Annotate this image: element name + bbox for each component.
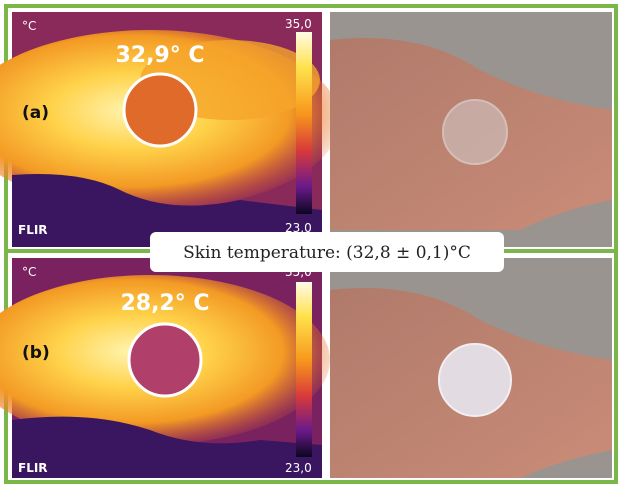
spot-temperature: 32,9° C bbox=[115, 43, 204, 68]
photo-a bbox=[330, 12, 612, 247]
spot-temperature: 28,2° C bbox=[120, 291, 209, 316]
scale-min: 23,0 bbox=[285, 221, 312, 235]
scale-max: 35,0 bbox=[285, 17, 312, 31]
frame bbox=[4, 4, 618, 484]
unit: °C bbox=[22, 19, 36, 33]
panel-label: (a) bbox=[22, 103, 49, 123]
scale-min: 23,0 bbox=[285, 461, 312, 475]
caption: Skin temperature: (32,8 ± 0,1)°C bbox=[183, 243, 471, 263]
brand: FLIR bbox=[18, 461, 48, 475]
thermal-a: °C 35,0 23,0 32,9° C (a) FLIR bbox=[0, 12, 340, 247]
thermal-b: °C 35,0 23,0 28,2° C (b) FLIR bbox=[0, 258, 330, 478]
panel-label: (b) bbox=[22, 343, 50, 363]
photo-b bbox=[330, 258, 612, 478]
caption-box bbox=[150, 232, 504, 272]
brand: FLIR bbox=[18, 223, 48, 237]
unit: °C bbox=[22, 265, 36, 279]
